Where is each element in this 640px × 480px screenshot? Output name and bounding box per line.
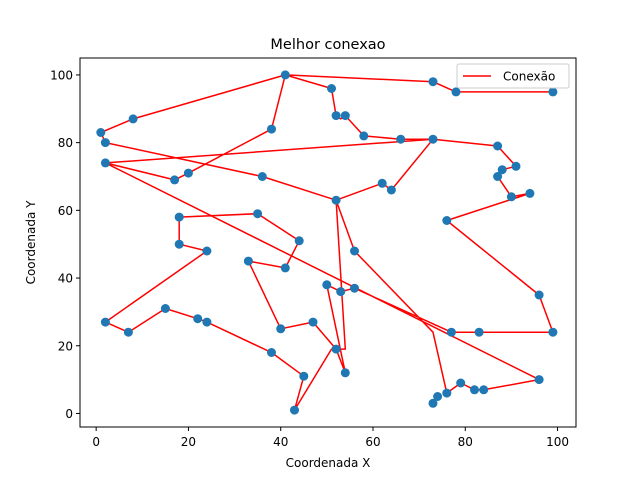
city-point [202,246,212,256]
city-point [511,161,521,171]
legend: Conexão [456,63,570,89]
y-tick-label: 40 [58,272,73,286]
city-point [396,134,406,144]
y-tick-label: 100 [50,68,73,82]
x-tick-label: 20 [181,435,196,449]
city-point [290,405,299,415]
city-point [202,317,212,327]
city-point [100,158,110,168]
city-point [451,87,461,97]
city-point [100,138,110,148]
city-point [386,185,396,195]
connection-path [100,74,554,411]
city-point [525,188,535,198]
city-point [359,131,369,141]
city-point [267,348,276,357]
city-point [493,172,503,181]
city-point [470,385,479,395]
city-point [548,327,558,337]
x-axis-ticks: 0 20 40 60 80 100 [92,427,569,449]
city-point [331,195,341,205]
city-point [548,87,558,97]
city-point [123,327,133,337]
x-tick-label: 100 [546,435,569,449]
city-point [433,392,443,401]
city-point [340,368,350,378]
city-point [193,314,203,324]
x-axis-label: Coordenada X [286,456,371,470]
city-point [479,385,489,395]
city-point [96,128,106,137]
city-point [308,317,318,327]
x-tick-label: 40 [273,435,288,449]
y-tick-label: 60 [58,204,73,218]
city-point [267,124,276,134]
city-point [100,317,110,327]
y-tick-label: 0 [65,407,73,421]
plot-frame [79,57,577,428]
city-point [299,371,309,381]
city-point [442,388,452,398]
city-point [442,216,452,225]
city-point [350,246,359,256]
city-point [493,141,503,151]
city-point [243,256,253,266]
city-point [280,263,290,273]
city-point [257,172,267,181]
city-point [497,165,507,175]
y-axis-label: Coordenada Y [24,200,38,285]
city-point [428,398,438,408]
city-point [534,375,544,385]
city-point [506,192,516,202]
chart-title: Melhor conexao [270,37,385,53]
city-point [322,280,332,290]
y-tick-label: 80 [58,136,73,150]
city-point [534,290,544,300]
y-axis-ticks: 0 20 40 60 80 100 [50,68,80,421]
city-point [280,70,290,80]
plot-area [96,70,558,415]
city-point [276,324,286,334]
x-tick-label: 60 [365,435,380,449]
city-point [331,344,341,354]
city-point [128,114,138,124]
x-tick-label: 0 [92,435,100,449]
connection-line [100,74,554,411]
city-point [294,236,304,246]
y-tick-label: 20 [58,339,73,353]
city-point [428,134,438,144]
city-point [253,209,263,219]
legend-label: Conexão [503,70,555,84]
city-point [331,111,341,121]
city-point [340,111,350,121]
city-point [456,378,466,388]
city-point [474,327,484,337]
x-tick-label: 80 [458,435,473,449]
city-point [183,168,193,178]
city-point [170,175,180,185]
city-point [336,287,346,297]
city-point [160,304,170,313]
legend-box [456,63,570,89]
city-point [428,77,438,87]
city-point [350,283,359,293]
city-point [174,212,184,222]
city-point [377,178,387,188]
city-point [174,239,184,249]
city-points [96,70,558,415]
city-point [446,327,456,337]
city-point [327,84,336,93]
